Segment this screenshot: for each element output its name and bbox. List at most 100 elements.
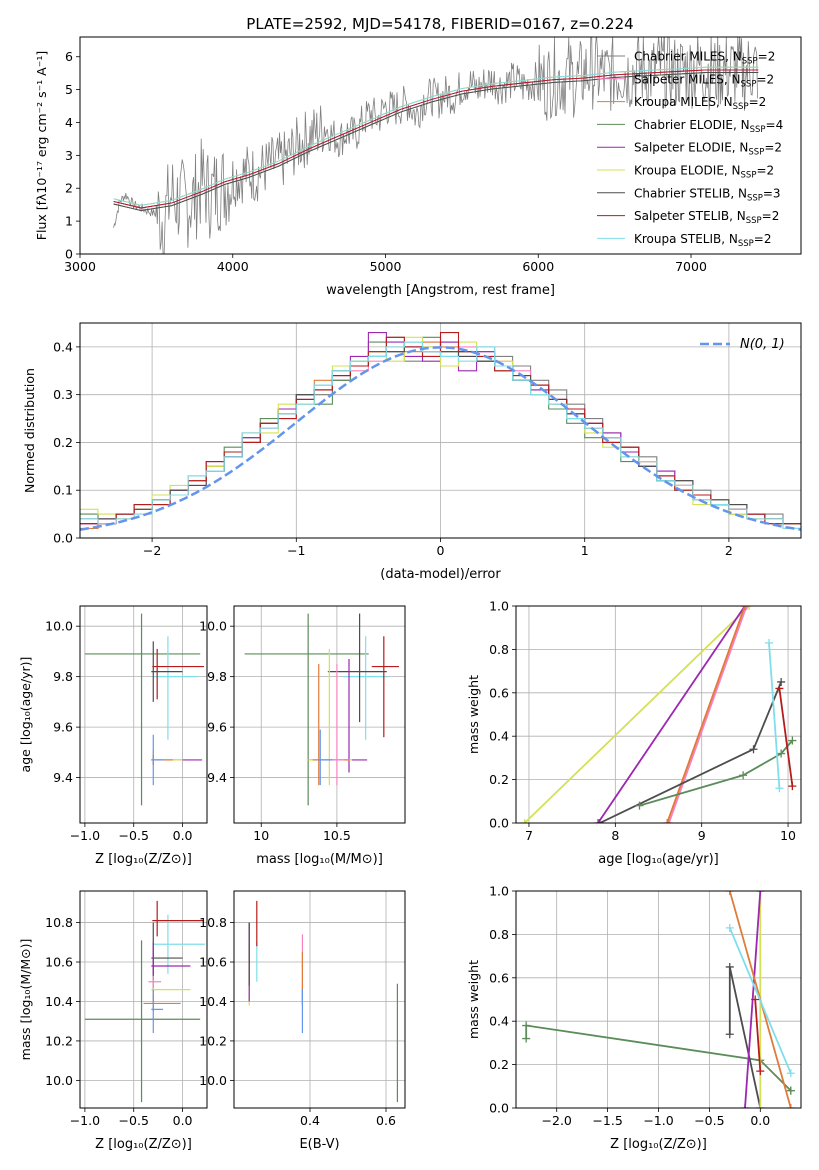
mass-weight-line <box>666 606 746 823</box>
y-tick-label: 1.0 <box>489 884 509 899</box>
axes-frame <box>233 605 406 824</box>
y-axis-label: Normed distribution <box>22 368 37 493</box>
x-tick-label: 3000 <box>64 259 96 274</box>
y-tick-label: 0.6 <box>489 685 509 700</box>
y-tick-label: 0.2 <box>489 1057 509 1072</box>
y-tick-label: 10.6 <box>199 955 227 970</box>
y-tick-label: 10.2 <box>199 1033 227 1048</box>
x-tick-label: 8 <box>611 828 619 843</box>
error-bar-point <box>151 641 183 702</box>
plot-area: 3000 4000 5000 6000 7000 0 1 2 3 4 5 6 <box>64 49 707 274</box>
plus-marker <box>788 782 797 791</box>
plus-marker <box>739 771 748 780</box>
y-tick-label: 9.6 <box>207 720 227 735</box>
y-tick-label: 0.6 <box>489 970 509 985</box>
mass-weight-line <box>597 606 746 823</box>
mass-weight-line <box>668 606 748 823</box>
error-bar-point <box>153 914 206 974</box>
x-tick-label: 5000 <box>370 259 402 274</box>
x-tick-label: 6000 <box>522 259 554 274</box>
age-vs-metallicity-panel: −1.0 −0.5 0.0 9.4 9.6 9.8 10.0 Z [log₁₀(Z/Z⊙)] a… <box>18 605 208 867</box>
y-tick-label: 10.4 <box>45 994 73 1009</box>
plus-marker <box>756 1104 765 1108</box>
legend-label: Chabrier ELODIE, NSSP=4 <box>634 118 783 135</box>
data-marks <box>80 332 801 531</box>
y-tick-label: 0 <box>65 247 73 262</box>
figure-title: PLATE=2592, MJD=54178, FIBERID=0167, z=0… <box>246 15 633 33</box>
model-spectrum-line <box>113 72 759 212</box>
y-tick-label: 10.8 <box>199 915 227 930</box>
plot-area: 0.4 0.6 10.0 10.2 10.4 10.6 10.8 <box>199 891 405 1128</box>
x-tick-label: −1.0 <box>643 1113 673 1128</box>
plus-marker <box>595 819 604 823</box>
axes-frame <box>233 890 406 1109</box>
x-tick-label: −0.5 <box>119 828 149 843</box>
plot-area: −1.0 −0.5 0.0 9.4 9.6 9.8 10.0 <box>45 606 207 843</box>
x-tick-label: −2 <box>143 543 161 558</box>
y-tick-label: 5 <box>65 82 73 97</box>
x-tick-label: 7 <box>525 828 533 843</box>
x-tick-label: 10.5 <box>323 828 351 843</box>
plus-marker <box>725 1030 734 1039</box>
y-tick-label: 0.0 <box>489 816 509 831</box>
plus-marker <box>522 1034 531 1043</box>
x-tick-label: −1 <box>287 543 305 558</box>
x-tick-label: 9 <box>698 828 706 843</box>
observed-spectrum-line <box>113 37 758 254</box>
y-tick-label: 10.0 <box>199 619 227 634</box>
model-spectrum-line <box>113 69 759 209</box>
plus-marker <box>775 784 784 793</box>
mass-weight-line <box>728 927 792 1074</box>
error-bar-point <box>153 636 198 740</box>
x-tick-label: −1.0 <box>70 828 100 843</box>
plus-marker <box>725 891 734 895</box>
y-tick-label: 0.4 <box>53 339 73 354</box>
error-bar-point <box>84 940 201 1103</box>
y-axis-label: mass weight <box>466 960 481 1039</box>
plus-marker <box>786 1086 795 1095</box>
x-tick-label: −0.5 <box>119 1113 149 1128</box>
mass-vs-metallicity-panel: −1.0 −0.5 0.0 10.0 10.2 10.4 10.6 10.8 Z [log₁₀(… <box>18 890 208 1152</box>
x-tick-label: 7000 <box>675 259 707 274</box>
y-tick-label: 10.6 <box>45 955 73 970</box>
y-tick-label: 9.4 <box>207 770 227 785</box>
x-axis-label: age [log₁₀(age/yr)] <box>598 852 719 867</box>
y-axis-label: Flux [fλ10⁻¹⁷ erg cm⁻² s⁻¹ A⁻¹] <box>34 51 49 240</box>
error-bar-point <box>152 648 205 700</box>
error-bar-point <box>329 664 345 786</box>
y-tick-label: 1 <box>65 214 73 229</box>
mass-weight-line <box>778 688 794 787</box>
plus-marker <box>522 1021 531 1030</box>
x-tick-label: 1 <box>581 543 589 558</box>
error-bar-point <box>371 636 399 738</box>
plus-marker <box>594 819 603 823</box>
y-tick-label: 0.1 <box>53 483 73 498</box>
y-tick-label: 1.0 <box>489 599 509 614</box>
error-bar-point <box>308 658 368 773</box>
mass-vs-ebv-panel: 0.4 0.6 10.0 10.2 10.4 10.6 10.8 E(B-V) <box>199 890 406 1152</box>
y-tick-label: 10.4 <box>199 994 227 1009</box>
spectrum-panel: 3000 4000 5000 6000 7000 0 1 2 3 4 5 6 wavelength [A… <box>34 36 802 298</box>
legend-label: Chabrier STELIB, NSSP=3 <box>634 186 781 203</box>
y-tick-label: 0.4 <box>489 1014 509 1029</box>
error-bar-point <box>244 613 369 806</box>
plus-marker <box>756 891 765 895</box>
error-bar-point <box>151 979 191 1000</box>
axes-frame <box>515 605 802 824</box>
y-tick-label: 9.8 <box>207 669 227 684</box>
y-tick-label: 10.2 <box>45 1033 73 1048</box>
plus-marker <box>786 1069 795 1078</box>
error-bar-point <box>317 729 333 786</box>
error-bar-point <box>151 749 183 765</box>
axes-frame <box>515 890 802 1109</box>
residuals-panel: −2 −1 0 1 2 0.0 0.1 0.2 0.3 0.4 (data-model)/error… <box>22 322 802 582</box>
axes-frame <box>79 36 802 255</box>
plus-marker <box>520 819 529 823</box>
mass-weight-line <box>639 739 794 807</box>
error-bar-point <box>306 648 353 786</box>
plot-area: −1.0 −0.5 0.0 10.0 10.2 10.4 10.6 10.8 <box>45 891 207 1128</box>
x-tick-label: −2.0 <box>542 1113 572 1128</box>
y-tick-label: 0.2 <box>489 772 509 787</box>
plus-marker <box>756 1067 765 1076</box>
